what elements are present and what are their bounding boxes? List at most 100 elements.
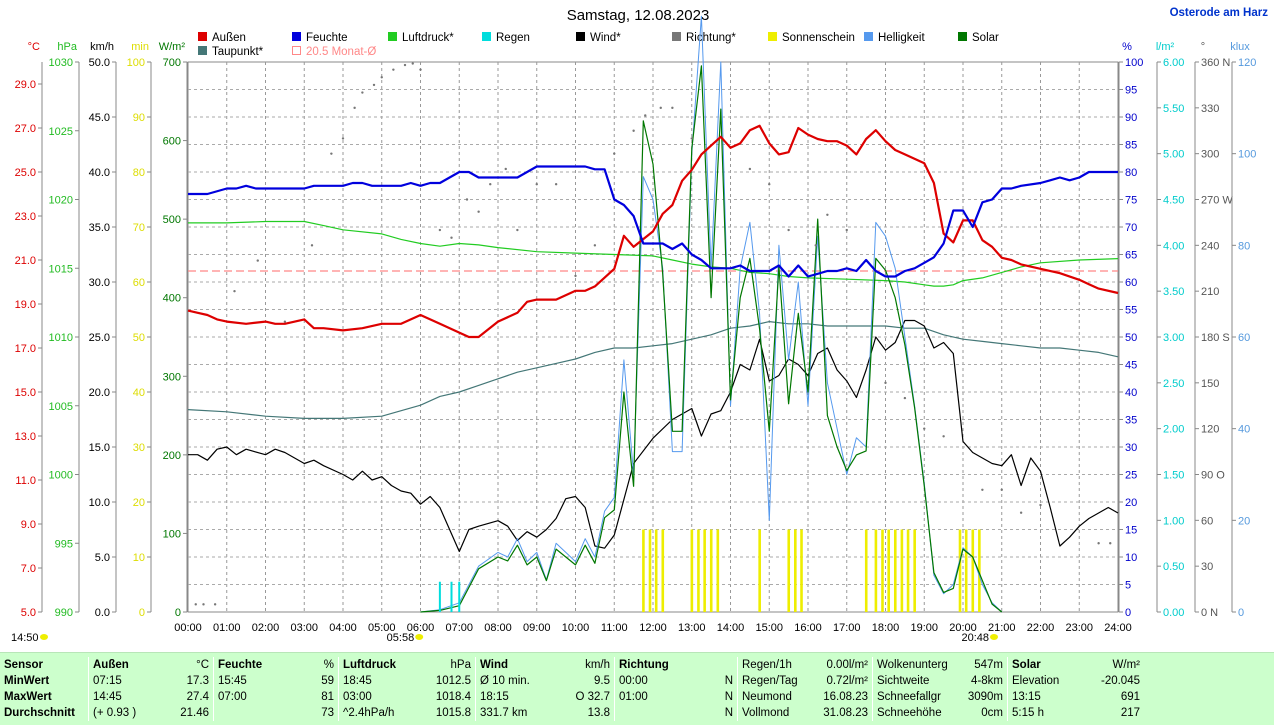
axis-tick-label: 1020: [49, 195, 73, 207]
time-marker-label: 14:50: [11, 632, 39, 644]
axis-tick-label: 35.0: [89, 222, 110, 234]
series-solar: [420, 65, 1003, 613]
legend-swatch: [482, 32, 491, 41]
summary-cell: 1018.4: [435, 691, 471, 703]
summary-cell: 16.08.23: [823, 691, 868, 703]
summary-cell: -20.045: [1100, 675, 1140, 687]
direction-point: [380, 76, 383, 79]
axis-tick-label: 400: [163, 293, 181, 305]
direction-point: [419, 68, 422, 71]
axis-tick-label: 2.50: [1163, 378, 1184, 390]
summary-row: MinWert 07:15 17.3 15:45 59 18:45 1012.5 Ø 10 m…: [0, 673, 1144, 689]
axis-tick-label: 9.0: [21, 519, 36, 531]
legend-item[interactable]: Taupunkt*: [198, 46, 264, 58]
legend-item[interactable]: Helligkeit: [864, 32, 925, 44]
axis-tick-label: 4.00: [1163, 240, 1184, 252]
direction-point: [341, 137, 345, 140]
axis-tick-label: 19.0: [15, 299, 36, 311]
axis-tick-label: 15.0: [15, 387, 36, 399]
legend-item[interactable]: Wind*: [576, 32, 621, 44]
axis-unit-label: °C: [28, 41, 40, 53]
legend-item[interactable]: Richtung*: [672, 32, 736, 44]
axis-tick-label: 10: [1125, 552, 1137, 564]
axis-tick-label: 120: [1201, 424, 1219, 436]
axis-unit-label: l/m²: [1156, 41, 1175, 53]
legend-item[interactable]: Außen: [198, 32, 246, 44]
legend-swatch: [768, 32, 777, 41]
summary-cell: 59: [321, 675, 334, 687]
sunshine-bar: [703, 529, 706, 612]
axis-tick-label: 55: [1125, 305, 1137, 317]
legend-item[interactable]: Regen: [482, 32, 530, 44]
axis-tick-label: 330: [1201, 103, 1219, 115]
sunshine-bar: [906, 529, 910, 612]
axis-tick-label: 990: [55, 607, 73, 619]
direction-point: [392, 68, 395, 71]
axis-tick-label: 21.0: [15, 255, 36, 267]
x-tick-label: 11:00: [601, 622, 628, 634]
sunshine-bar: [971, 529, 975, 612]
x-tick-label: 13:00: [678, 622, 706, 634]
summary-cell: 0.00l/m²: [826, 659, 868, 671]
summary-cell: 5:15 h: [1007, 705, 1086, 721]
x-tick-label: 04:00: [329, 622, 357, 634]
axis-unit-label: klux: [1230, 41, 1250, 53]
legend-item[interactable]: 20.5 Monat-Ø: [292, 46, 377, 58]
summary-cell: 17.3: [186, 675, 209, 687]
summary-cell: 15:45: [213, 673, 292, 689]
series-regen: [438, 581, 461, 612]
axis-tick-label: 180 S: [1201, 332, 1230, 344]
direction-point: [535, 183, 538, 186]
series-richtung: [194, 62, 1112, 606]
axis-tick-label: 95: [1125, 85, 1137, 97]
summary-cell: 03:00: [338, 689, 417, 705]
legend-swatch: [958, 32, 967, 41]
axis-tick-label: 75: [1125, 195, 1137, 207]
direction-point: [659, 106, 662, 110]
axis-tick-label: 40: [1238, 424, 1250, 436]
axis-tick-label: 210: [1201, 286, 1219, 298]
axis-tick-label: 40.0: [89, 167, 110, 179]
legend-item[interactable]: Luftdruck*: [388, 32, 454, 44]
legend-item[interactable]: Solar: [958, 32, 999, 44]
axis-tick-label: 20: [1125, 497, 1137, 509]
direction-point: [632, 129, 635, 132]
series-lines: [187, 15, 1119, 613]
direction-point: [903, 396, 907, 400]
chart-title: Samstag, 12.08.2023: [567, 7, 710, 24]
summary-cell: Ø 10 min.: [475, 673, 554, 689]
x-tick-label: 17:00: [833, 622, 861, 634]
sunrise-label: 05:58: [387, 632, 415, 644]
axis-tick-label: 0: [1238, 607, 1244, 619]
legend-item[interactable]: Sonnenschein: [768, 32, 855, 44]
summary-cell: Wind: [475, 657, 554, 673]
direction-point: [1019, 511, 1023, 514]
axis-tick-label: 20.0: [89, 387, 110, 399]
axis-tick-label: 25.0: [89, 332, 110, 344]
axis-tick-label: 13.0: [15, 431, 36, 443]
legend-label: Richtung*: [686, 32, 736, 44]
direction-point: [554, 183, 558, 186]
station-link[interactable]: Osterode am Harz: [1170, 7, 1269, 19]
sunshine-bar: [794, 529, 797, 612]
series-außen: [187, 124, 1119, 339]
direction-point: [787, 228, 790, 232]
axis-tick-label: 3.50: [1163, 286, 1184, 298]
axis-tick-label: 1005: [49, 401, 73, 413]
axis-tick-label: 90 O: [1201, 470, 1225, 482]
x-tick-label: 21:00: [988, 622, 1016, 634]
legend-item[interactable]: Feuchte: [292, 32, 348, 44]
axis-tick-label: 120: [1238, 57, 1256, 69]
direction-point: [213, 603, 217, 606]
axis-tick-label: 70: [133, 222, 145, 234]
axis-tick-label: 0: [1125, 607, 1131, 619]
summary-cell: Elevation: [1007, 673, 1086, 689]
axis-tick-label: 360 N: [1201, 57, 1230, 69]
direction-point: [256, 259, 259, 262]
summary-cell: Feuchte: [213, 657, 292, 673]
axis-unit-label: hPa: [57, 41, 77, 53]
axis-tick-label: 90: [133, 112, 145, 124]
legend-swatch: [292, 32, 301, 41]
summary-cell: 331.7 km: [475, 705, 554, 721]
